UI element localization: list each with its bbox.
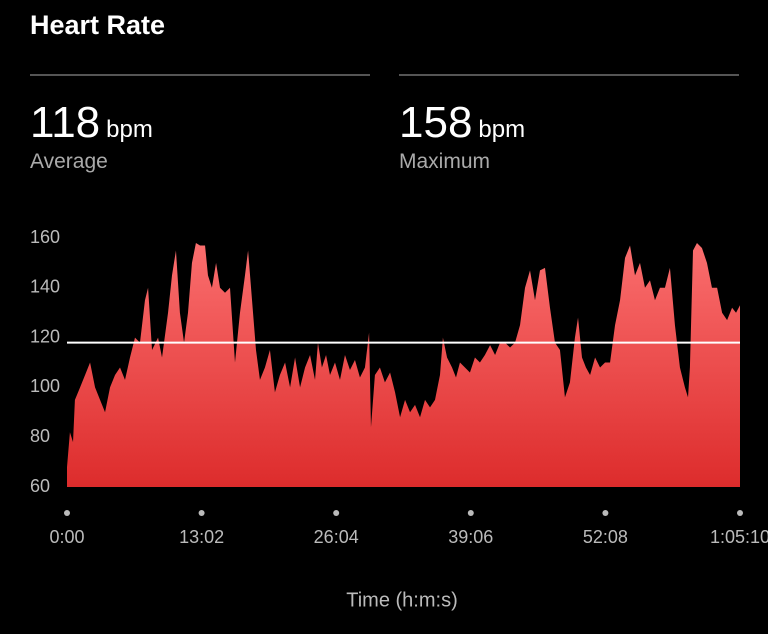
x-tick-dot <box>64 510 70 516</box>
x-tick-dot <box>198 510 205 516</box>
x-axis-title: Time (h:m:s) <box>346 589 457 611</box>
heart-rate-area <box>67 242 740 487</box>
stat-value: 158 <box>399 98 473 147</box>
x-tick-label: 1:05:10 <box>710 527 768 547</box>
y-tick-label: 60 <box>30 476 50 496</box>
y-tick-label: 160 <box>30 227 60 247</box>
x-tick-label: 26:04 <box>314 527 359 547</box>
x-tick-label: 39:06 <box>448 527 493 547</box>
x-tick-label: 13:02 <box>179 527 224 547</box>
x-tick-label: 52:08 <box>583 527 628 547</box>
x-tick-label: 0:00 <box>49 527 84 547</box>
stat-value: 118 <box>30 98 101 147</box>
stat-maximum: 158 bpm Maximum <box>399 98 525 174</box>
divider <box>30 74 370 76</box>
x-tick-dot <box>737 510 743 516</box>
x-tick-dot <box>333 510 340 516</box>
x-tick-dot <box>467 510 474 516</box>
stat-average: 118 bpm Average <box>30 98 153 174</box>
x-tick-dot <box>602 510 609 516</box>
y-tick-label: 80 <box>30 426 50 446</box>
y-tick-label: 100 <box>30 376 60 396</box>
stat-unit: bpm <box>106 116 153 143</box>
divider <box>399 74 739 76</box>
stat-unit: bpm <box>478 116 526 143</box>
y-tick-label: 120 <box>30 326 60 346</box>
stat-label: Maximum <box>399 150 491 173</box>
y-tick-label: 140 <box>30 277 60 297</box>
page-title: Heart Rate <box>30 10 166 40</box>
stat-label: Average <box>30 150 108 173</box>
